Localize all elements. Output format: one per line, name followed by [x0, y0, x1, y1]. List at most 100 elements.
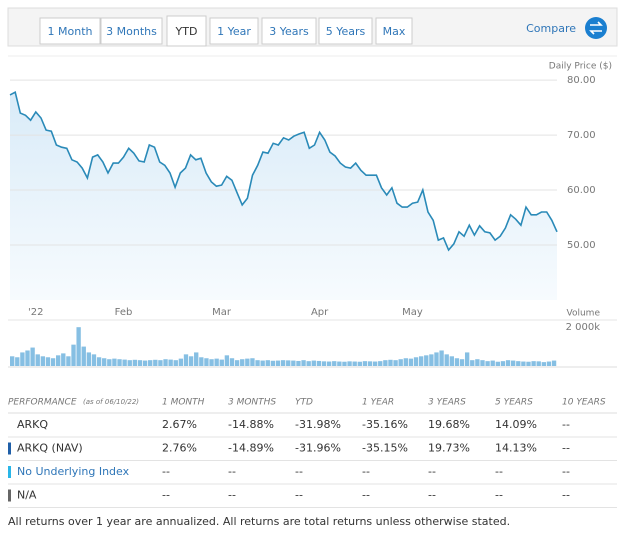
tab-label[interactable]: 3 Years	[269, 25, 309, 38]
volume-bar	[30, 347, 35, 366]
volume-bar	[76, 327, 81, 366]
volume-bar	[35, 354, 40, 366]
x-tick-label: Apr	[311, 307, 329, 318]
price-axis-label: Daily Price ($)	[549, 62, 612, 72]
cell: --	[562, 465, 570, 478]
volume-bar	[383, 360, 388, 366]
volume-bar	[475, 359, 480, 366]
cell: -14.89%	[228, 442, 274, 455]
tab-label[interactable]: 5 Years	[326, 25, 366, 38]
volume-bar	[270, 360, 276, 366]
footnote: All returns over 1 year are annualized. …	[8, 515, 510, 528]
volume-bar	[531, 361, 536, 366]
volume-bar	[306, 361, 311, 366]
volume-bar	[326, 361, 332, 366]
volume-bar	[102, 358, 107, 366]
cell: --	[428, 465, 436, 478]
volume-bar	[316, 360, 322, 366]
tab-label[interactable]: 1 Year	[217, 25, 251, 38]
volume-bar	[526, 361, 531, 366]
tab-label[interactable]: Max	[383, 25, 406, 38]
cell: --	[228, 489, 236, 502]
volume-bar	[311, 360, 316, 366]
volume-bar	[291, 360, 296, 366]
cell: 19.68%	[428, 418, 470, 431]
volume-bar	[378, 361, 383, 366]
row-marker	[8, 466, 11, 478]
volume-bar	[265, 360, 270, 366]
volume-bar	[219, 359, 224, 366]
row-name: ARKQ (NAV)	[17, 442, 83, 455]
tab[interactable]	[261, 17, 317, 45]
volume-bar	[388, 359, 393, 366]
y-tick-label: 2 000k	[566, 322, 601, 333]
volume-bar	[117, 359, 122, 366]
volume-bar	[321, 361, 327, 366]
volume-bar	[439, 350, 444, 366]
compare-icon[interactable]	[585, 17, 607, 39]
row-name[interactable]: No Underlying Index	[17, 465, 130, 478]
volume-bar	[214, 358, 219, 366]
volume-bar	[71, 344, 76, 366]
cell: 19.73%	[428, 442, 470, 455]
compare-label[interactable]: Compare	[526, 22, 576, 35]
volume-bar	[112, 358, 117, 366]
tab[interactable]	[166, 15, 207, 47]
volume-bar	[148, 360, 153, 366]
volume-bar	[45, 357, 51, 366]
volume-bar	[541, 362, 547, 366]
tab[interactable]	[39, 17, 101, 45]
x-tick-label: Mar	[212, 307, 232, 318]
volume-bar	[275, 360, 281, 366]
volume-bar	[480, 360, 485, 366]
volume-bar	[464, 352, 470, 366]
volume-bar	[50, 358, 56, 366]
y-tick-label: 50.00	[567, 240, 596, 251]
tab[interactable]	[375, 17, 413, 45]
volume-bar	[347, 361, 352, 366]
volume-bar	[372, 361, 378, 366]
cell: 2.76%	[162, 442, 197, 455]
volume-bar	[301, 360, 306, 366]
cell: 14.09%	[495, 418, 537, 431]
volume-bar	[20, 352, 25, 366]
volume-bar	[470, 360, 475, 366]
volume-bar	[224, 355, 230, 366]
price-line	[9, 91, 558, 252]
volume-bar	[188, 356, 194, 366]
cell: -31.98%	[295, 418, 341, 431]
volume-bar	[332, 361, 337, 366]
volume-bar	[81, 346, 86, 366]
cell: --	[562, 442, 570, 455]
cell: --	[495, 465, 503, 478]
cell: -35.16%	[362, 418, 408, 431]
tab[interactable]	[318, 17, 373, 45]
volume-bar	[367, 361, 373, 366]
tab-label[interactable]: 1 Month	[48, 25, 93, 38]
tab-label[interactable]: YTD	[175, 25, 198, 38]
tab[interactable]	[100, 17, 163, 45]
volume-bar	[296, 360, 301, 366]
volume-bar	[500, 361, 506, 366]
volume-bar	[229, 358, 235, 366]
tab-label[interactable]: 3 Months	[106, 25, 157, 38]
volume-bar	[107, 359, 112, 366]
volume-bar	[424, 355, 429, 366]
volume-bar	[485, 361, 490, 366]
volume-bar	[418, 356, 424, 366]
volume-bar	[352, 361, 357, 366]
volume-bar	[209, 359, 214, 366]
column-header: YTD	[295, 398, 313, 408]
cell: -31.96%	[295, 442, 341, 455]
volume-bar	[357, 361, 362, 366]
cell: --	[562, 489, 570, 502]
volume-bar	[551, 360, 557, 366]
tab[interactable]	[209, 17, 259, 45]
cell: --	[162, 465, 170, 478]
volume-bar	[168, 359, 173, 366]
row-marker	[8, 442, 11, 455]
volume-bar	[91, 354, 97, 366]
volume-bar	[142, 360, 148, 366]
volume-bar	[158, 360, 163, 366]
volume-bar	[86, 352, 92, 366]
